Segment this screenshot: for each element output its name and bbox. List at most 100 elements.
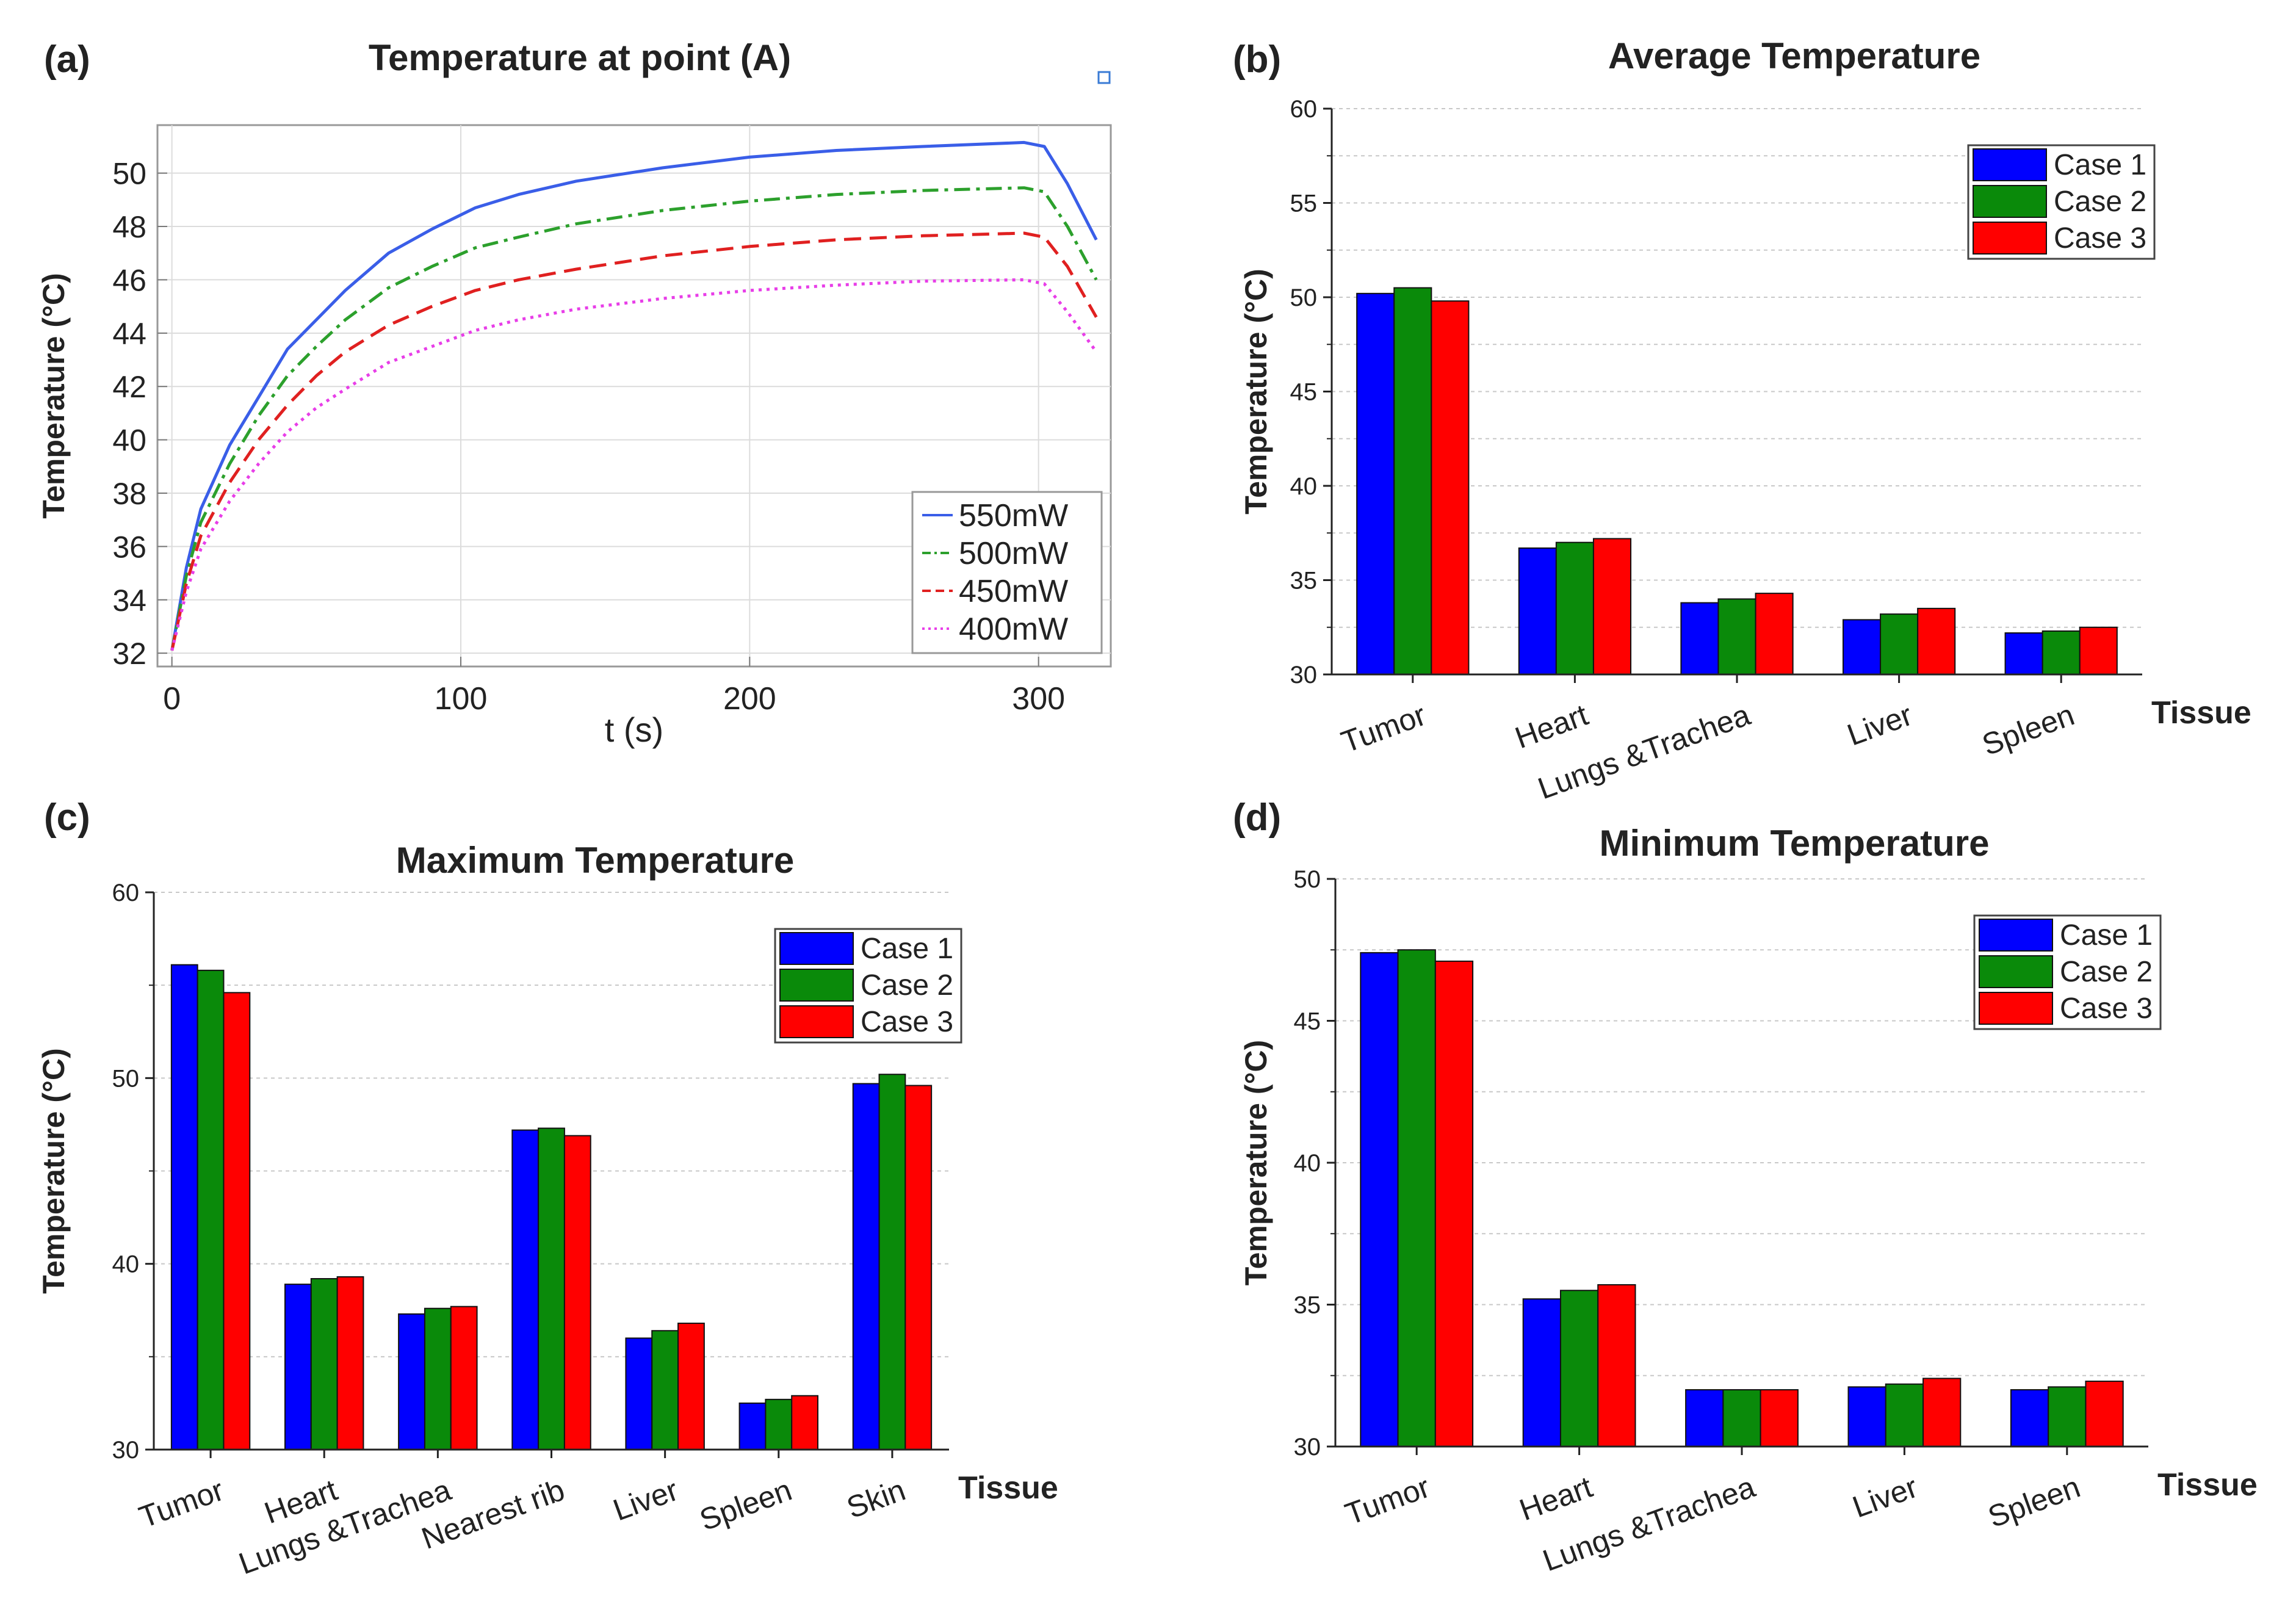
chart-title: Maximum Temperature xyxy=(396,840,794,881)
x-tick-label: Liver xyxy=(608,1473,682,1528)
legend-swatch xyxy=(779,1005,854,1038)
bar-Case1-Heart xyxy=(1518,547,1557,675)
y-tick-label: 45 xyxy=(1290,379,1318,406)
panel-d: (d) Minimum Temperature 30 35 40 45 50 Tumor Hea… xyxy=(1233,797,2258,1578)
bar-Case3-Spleen xyxy=(2079,626,2118,675)
panel-label-d: (d) xyxy=(1233,797,1281,839)
bar-Case3-Tumor xyxy=(223,992,251,1450)
y-axis-label: Temperature (°C) xyxy=(37,273,71,518)
y-tick-label: 40 xyxy=(1294,1150,1321,1177)
y-tick-label: 50 xyxy=(112,157,146,191)
legend-label: Case 3 xyxy=(2060,992,2153,1025)
bar-Case2-Spleen xyxy=(2048,1386,2087,1448)
x-tick-label: Spleen xyxy=(1977,698,2078,762)
x-tick-label: Liver xyxy=(1848,1470,1922,1525)
bar-Case1-Spleen xyxy=(2004,632,2043,676)
legend-swatch xyxy=(1973,185,2047,218)
bar-Case1-Heart xyxy=(284,1284,312,1450)
legend-label: 400mW xyxy=(959,612,1068,647)
y-tick-label: 50 xyxy=(1290,284,1318,311)
legend-swatch xyxy=(1979,992,2053,1025)
x-tick-label: Tumor xyxy=(1341,1470,1434,1531)
legend-box xyxy=(911,491,1103,654)
bar-Case2-Liver xyxy=(651,1330,679,1450)
y-tick-label: 50 xyxy=(112,1065,140,1092)
bar-Case3-Tumor xyxy=(1434,960,1474,1447)
bar-Case3-Heart xyxy=(336,1276,364,1450)
legend-label: 500mW xyxy=(959,536,1068,571)
bar-Case2-LungsTrachea xyxy=(1722,1389,1761,1447)
legend-label: Case 2 xyxy=(861,969,953,1002)
y-tick-label: 40 xyxy=(112,424,146,458)
y-axis-label: Temperature (°C) xyxy=(1239,1040,1273,1285)
bar-Case3-Heart xyxy=(1597,1284,1636,1447)
y-tick-label: 44 xyxy=(112,317,146,351)
y-tick-label: 30 xyxy=(112,1437,140,1464)
bar-Case1-Spleen xyxy=(2010,1389,2049,1447)
x-tick-label: 0 xyxy=(163,681,181,717)
bar-Case1-Liver xyxy=(1847,1386,1886,1448)
series-line-450mW xyxy=(170,231,1098,651)
legend-label: Case 2 xyxy=(2060,956,2153,988)
export-icon xyxy=(1097,71,1111,84)
legend-label: Case 1 xyxy=(2060,919,2153,952)
x-tick-label: Skin xyxy=(842,1473,910,1525)
bar-Case3-LungsTrachea xyxy=(1760,1389,1799,1447)
bar-Case2-Heart xyxy=(1555,541,1594,676)
bar-Case3-Spleen xyxy=(2085,1381,2124,1448)
x-tick-label: Heart xyxy=(1515,1470,1597,1527)
y-tick-label: 35 xyxy=(1294,1292,1321,1319)
bar-Case1-Liver xyxy=(1842,619,1882,676)
legend-label: Case 3 xyxy=(861,1006,953,1038)
bar-Case2-Liver xyxy=(1885,1383,1924,1447)
legend-label: Case 1 xyxy=(861,933,953,965)
series-line-400mW xyxy=(170,278,1098,651)
legend-label: Case 1 xyxy=(2054,149,2146,181)
panel-a: (a) Temperature at point (A) 0 100 200 300 32 3… xyxy=(37,37,1112,749)
y-tick-label: 55 xyxy=(1290,190,1318,217)
bar-Case1-Tumor xyxy=(1356,292,1395,675)
y-tick-label: 35 xyxy=(1290,568,1318,594)
bar-Case2-Tumor xyxy=(197,969,225,1450)
panel-label-c: (c) xyxy=(44,797,90,839)
bar-Case3-LungsTrachea xyxy=(450,1306,478,1450)
bar-Case3-Tumor xyxy=(1431,300,1470,675)
legend-label: Case 2 xyxy=(2054,186,2146,218)
panel-b: (b) Average Temperature 30 35 40 45 50 55 60 Tumo… xyxy=(1233,35,2251,806)
y-axis-label: Temperature (°C) xyxy=(37,1048,71,1293)
bar-Case2-Skin xyxy=(878,1074,906,1451)
y-tick-label: 32 xyxy=(112,637,146,671)
x-tick-label: Tumor xyxy=(1337,698,1430,759)
legend-label: 450mW xyxy=(959,574,1068,609)
y-tick-label: 60 xyxy=(112,880,140,906)
bar-Case1-Nearestrib xyxy=(511,1129,540,1450)
bar-Case3-Liver xyxy=(1922,1378,1962,1447)
x-tick-label: Tumor xyxy=(135,1473,228,1534)
bar-Case2-Heart xyxy=(310,1278,338,1451)
bar-Case3-Skin xyxy=(904,1085,933,1451)
bar-Case3-Liver xyxy=(677,1323,705,1450)
series-line-500mW xyxy=(170,186,1098,651)
bar-Case2-LungsTrachea xyxy=(1717,598,1756,676)
x-axis-label: Tissue xyxy=(958,1470,1058,1506)
legend-swatch xyxy=(779,932,854,965)
chart-title: Temperature at point (A) xyxy=(369,37,791,78)
legend-swatch xyxy=(1973,148,2047,181)
bar-Case1-Liver xyxy=(625,1337,653,1450)
x-tick-label: 100 xyxy=(435,681,488,717)
bar-Case1-Tumor xyxy=(170,964,198,1450)
bar-Case3-Nearestrib xyxy=(563,1135,591,1450)
bar-Case1-LungsTrachea xyxy=(1680,602,1719,676)
x-tick-label: Spleen xyxy=(695,1473,796,1537)
y-tick-label: 36 xyxy=(112,530,146,564)
bar-Case1-LungsTrachea xyxy=(398,1313,425,1450)
bar-Case2-LungsTrachea xyxy=(424,1307,452,1451)
bar-Case3-Heart xyxy=(1592,538,1632,676)
x-axis-label: Tissue xyxy=(2157,1467,2258,1503)
panel-label-a: (a) xyxy=(44,38,90,81)
legend-swatch xyxy=(1973,222,2047,255)
x-tick-label: Heart xyxy=(1511,698,1592,755)
